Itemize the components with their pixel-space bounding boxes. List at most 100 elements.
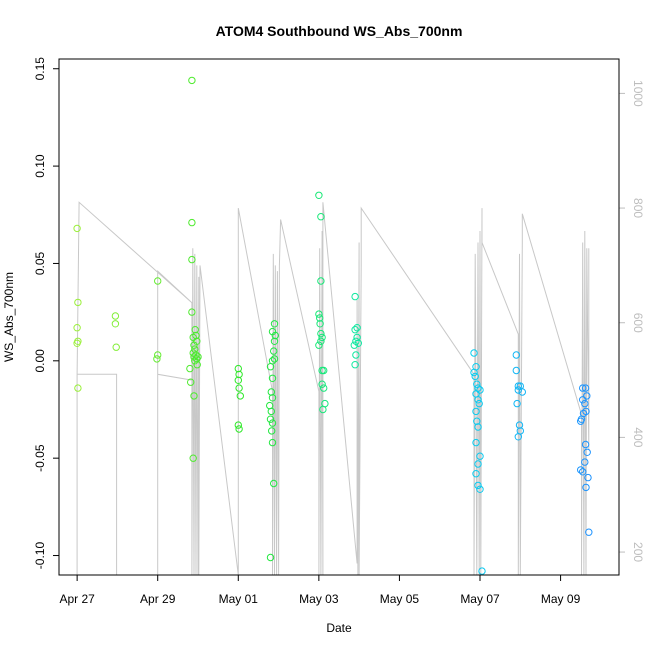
- secondary-tick-label: 1000: [631, 80, 645, 107]
- y-tick-label: 0.00: [33, 349, 47, 373]
- plot-frame: [58, 58, 620, 576]
- data-point: [266, 363, 275, 371]
- data-point: [585, 528, 593, 536]
- data-point: [316, 314, 324, 322]
- data-point: [474, 423, 482, 431]
- data-point: [354, 339, 362, 347]
- x-tick-label: May 09: [541, 592, 581, 606]
- x-axis: Apr 27 Apr 29 May 01 May 03 May 05 May 07 May …: [59, 574, 581, 606]
- points-layer: [73, 76, 593, 575]
- secondary-y-axis: 200 400 600 800 1000: [618, 80, 645, 562]
- data-point: [188, 255, 196, 264]
- data-point: [270, 320, 279, 328]
- data-point: [316, 320, 324, 328]
- data-point: [472, 438, 480, 447]
- data-point: [579, 468, 587, 476]
- data-point: [320, 366, 328, 375]
- data-point: [315, 310, 323, 318]
- chart-title: ATOM4 Southbound WS_Abs_700nm: [216, 23, 463, 39]
- data-point: [192, 351, 200, 359]
- data-point: [512, 351, 520, 359]
- data-point: [270, 337, 279, 345]
- data-point: [318, 380, 326, 388]
- data-point: [514, 433, 522, 441]
- data-point: [515, 421, 524, 429]
- altitude-layer: [76, 201, 590, 576]
- data-point: [234, 364, 243, 373]
- data-point: [186, 364, 194, 373]
- y-tick-label: 0.10: [33, 154, 47, 178]
- secondary-tick-label: 200: [631, 542, 645, 562]
- data-point: [194, 353, 202, 361]
- data-point: [319, 405, 327, 414]
- data-point: [234, 421, 243, 429]
- data-point: [154, 351, 162, 359]
- data-point: [320, 384, 328, 392]
- data-point: [514, 386, 522, 394]
- data-point: [191, 326, 199, 334]
- data-point: [270, 355, 279, 363]
- x-tick-label: Apr 27: [59, 592, 95, 606]
- data-point: [235, 425, 243, 433]
- data-point: [188, 76, 196, 85]
- data-point: [581, 458, 589, 466]
- data-point: [153, 355, 161, 363]
- data-point: [192, 331, 200, 340]
- data-point: [268, 438, 277, 447]
- x-tick-label: May 05: [380, 592, 420, 606]
- data-point: [474, 396, 482, 404]
- data-point: [470, 349, 478, 357]
- data-point: [582, 407, 590, 416]
- data-point: [473, 380, 481, 388]
- data-point: [190, 392, 198, 400]
- data-point: [111, 320, 120, 328]
- x-tick-label: May 01: [219, 592, 259, 606]
- data-point: [266, 553, 275, 562]
- altitude-line: [76, 201, 590, 576]
- data-point: [318, 333, 326, 342]
- y-axis: -0.10 -0.05 0.00 0.05 0.10 0.15: [33, 57, 60, 570]
- data-point: [518, 388, 526, 396]
- data-point: [315, 341, 323, 349]
- data-point: [187, 378, 195, 386]
- data-point: [268, 374, 277, 382]
- data-point: [112, 343, 120, 351]
- x-tick-label: Apr 29: [140, 592, 176, 606]
- data-point: [475, 399, 483, 408]
- data-point: [474, 481, 482, 490]
- data-point: [268, 394, 277, 402]
- data-point: [351, 326, 359, 334]
- data-point: [111, 312, 120, 320]
- data-point: [74, 298, 82, 307]
- data-point: [193, 361, 201, 369]
- y-tick-label: -0.10: [33, 542, 47, 570]
- data-point: [478, 567, 486, 575]
- data-point: [189, 454, 197, 462]
- data-point: [317, 329, 325, 338]
- data-point: [271, 331, 279, 340]
- x-tick-label: May 07: [460, 592, 500, 606]
- data-point: [266, 415, 275, 423]
- data-point: [73, 324, 81, 332]
- data-point: [514, 382, 522, 390]
- data-point: [235, 384, 243, 392]
- data-point: [470, 368, 478, 377]
- data-point: [236, 392, 245, 400]
- data-point: [471, 372, 479, 381]
- data-point: [154, 277, 162, 285]
- data-point: [581, 384, 590, 392]
- data-point: [353, 324, 361, 332]
- data-point: [472, 407, 480, 416]
- data-point: [188, 308, 196, 316]
- data-point: [267, 407, 275, 416]
- data-point: [74, 384, 82, 392]
- data-point: [317, 337, 325, 345]
- data-point: [317, 213, 325, 221]
- data-point: [583, 392, 591, 400]
- data-point: [352, 351, 360, 359]
- data-point: [581, 440, 590, 449]
- data-point: [188, 218, 196, 227]
- data-point: [352, 337, 360, 345]
- x-axis-label: Date: [326, 621, 352, 635]
- data-point: [317, 277, 325, 285]
